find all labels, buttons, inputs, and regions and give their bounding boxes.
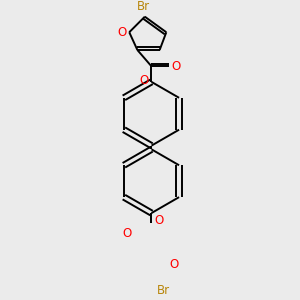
- Text: Br: Br: [137, 0, 150, 13]
- Text: O: O: [117, 26, 127, 39]
- Text: O: O: [171, 60, 181, 73]
- Text: O: O: [122, 227, 132, 240]
- Text: O: O: [154, 214, 164, 227]
- Text: Br: Br: [157, 284, 170, 297]
- Text: O: O: [140, 74, 149, 87]
- Text: O: O: [170, 258, 179, 271]
